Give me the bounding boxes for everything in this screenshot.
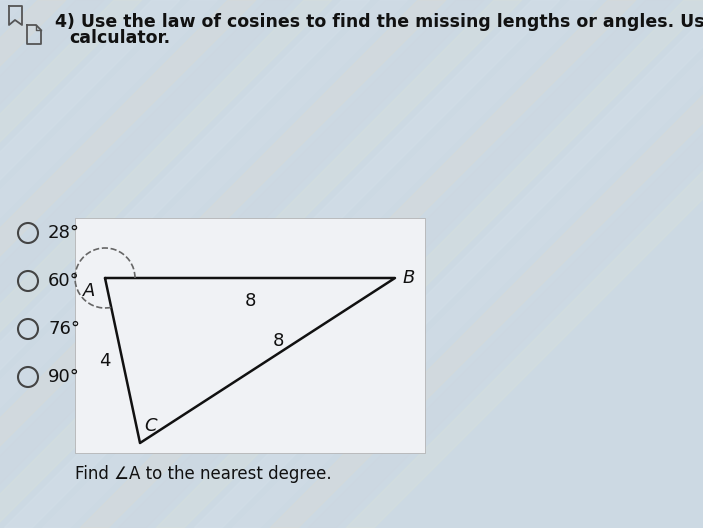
Polygon shape: [0, 0, 66, 528]
Text: 8: 8: [273, 333, 284, 351]
Polygon shape: [0, 0, 256, 528]
Polygon shape: [118, 0, 674, 528]
Bar: [75, 218, 425, 453]
Polygon shape: [194, 0, 703, 528]
Polygon shape: [0, 0, 446, 528]
Text: 90°: 90°: [48, 368, 80, 386]
Text: 4) Use the law of cosines to find the missing lengths or angles. Use a graphing : 4) Use the law of cosines to find the mi…: [55, 13, 703, 31]
Polygon shape: [156, 0, 703, 528]
Polygon shape: [0, 0, 332, 528]
Polygon shape: [0, 0, 484, 528]
Text: B: B: [403, 269, 415, 287]
Polygon shape: [346, 0, 703, 528]
Polygon shape: [0, 0, 142, 528]
Text: C: C: [144, 417, 157, 435]
Text: 76°: 76°: [48, 320, 80, 338]
Polygon shape: [0, 0, 294, 528]
Polygon shape: [0, 0, 180, 528]
Polygon shape: [80, 0, 636, 528]
Polygon shape: [0, 0, 28, 528]
Text: calculator.: calculator.: [69, 29, 170, 47]
Polygon shape: [308, 0, 703, 528]
Polygon shape: [232, 0, 703, 528]
Polygon shape: [0, 0, 370, 528]
Polygon shape: [0, 0, 104, 528]
Text: 28°: 28°: [48, 224, 80, 242]
Text: A: A: [83, 282, 95, 300]
Polygon shape: [4, 0, 560, 528]
Polygon shape: [0, 0, 408, 528]
Text: 4: 4: [99, 352, 110, 370]
Polygon shape: [42, 0, 598, 528]
Text: 60°: 60°: [48, 272, 79, 290]
Polygon shape: [0, 0, 218, 528]
Polygon shape: [270, 0, 703, 528]
Text: 8: 8: [245, 292, 256, 310]
Polygon shape: [0, 0, 522, 528]
Text: Find ∠A to the nearest degree.: Find ∠A to the nearest degree.: [75, 465, 332, 483]
